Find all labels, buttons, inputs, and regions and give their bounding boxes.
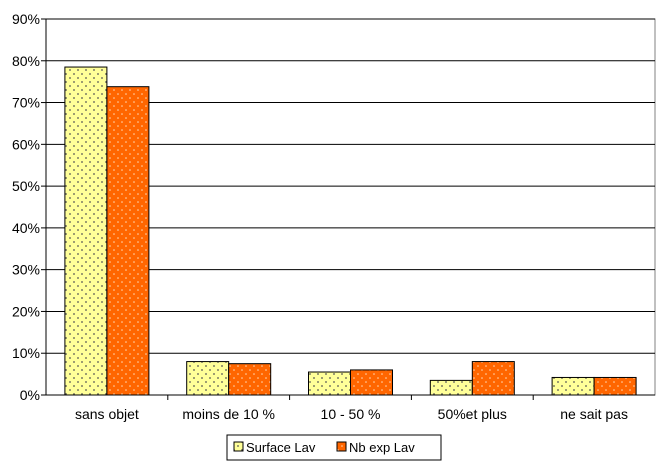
y-tick-label: 0%: [20, 387, 40, 403]
y-tick-label: 10%: [12, 345, 40, 361]
x-tick-label: 50%et plus: [438, 406, 507, 422]
y-tick-label: 70%: [12, 95, 40, 111]
legend-box: [226, 434, 442, 461]
bars: [64, 66, 637, 396]
bar-surface-lav: [308, 371, 351, 396]
x-tick-label: moins de 10 %: [182, 406, 275, 422]
x-tick-label: sans objet: [75, 406, 139, 422]
bar-surface-lav: [551, 376, 595, 396]
bar-nb-exp-lav: [228, 363, 272, 396]
legend-label: Surface Lav: [246, 440, 316, 455]
bar-surface-lav: [186, 361, 230, 396]
bar-nb-exp-lav: [350, 369, 393, 396]
bar-nb-exp-lav: [471, 361, 515, 396]
legend-swatch: [233, 441, 244, 452]
y-tick-label: 50%: [12, 178, 40, 194]
x-tick-label: 10 - 50 %: [321, 406, 381, 422]
bar-nb-exp-lav: [106, 86, 150, 396]
y-tick-label: 80%: [12, 53, 40, 69]
y-tick-label: 90%: [12, 11, 40, 27]
y-tick-label: 40%: [12, 220, 40, 236]
tick-labels: 0% 10% 20% 30% 40% 50% 60% 70% 80% 90% sans objet m…: [12, 11, 628, 422]
bar-nb-exp-lav: [593, 376, 637, 396]
y-tick-label: 20%: [12, 303, 40, 319]
legend: Surface Lav Nb exp Lav: [226, 434, 442, 461]
axes: [41, 18, 655, 400]
y-tick-label: 60%: [12, 136, 40, 152]
x-tick-label: ne sait pas: [560, 406, 628, 422]
legend-label: Nb exp Lav: [349, 440, 415, 455]
bar-surface-lav: [64, 66, 108, 396]
bar-surface-lav: [429, 379, 473, 396]
legend-swatch: [336, 441, 347, 452]
y-tick-label: 30%: [12, 262, 40, 278]
